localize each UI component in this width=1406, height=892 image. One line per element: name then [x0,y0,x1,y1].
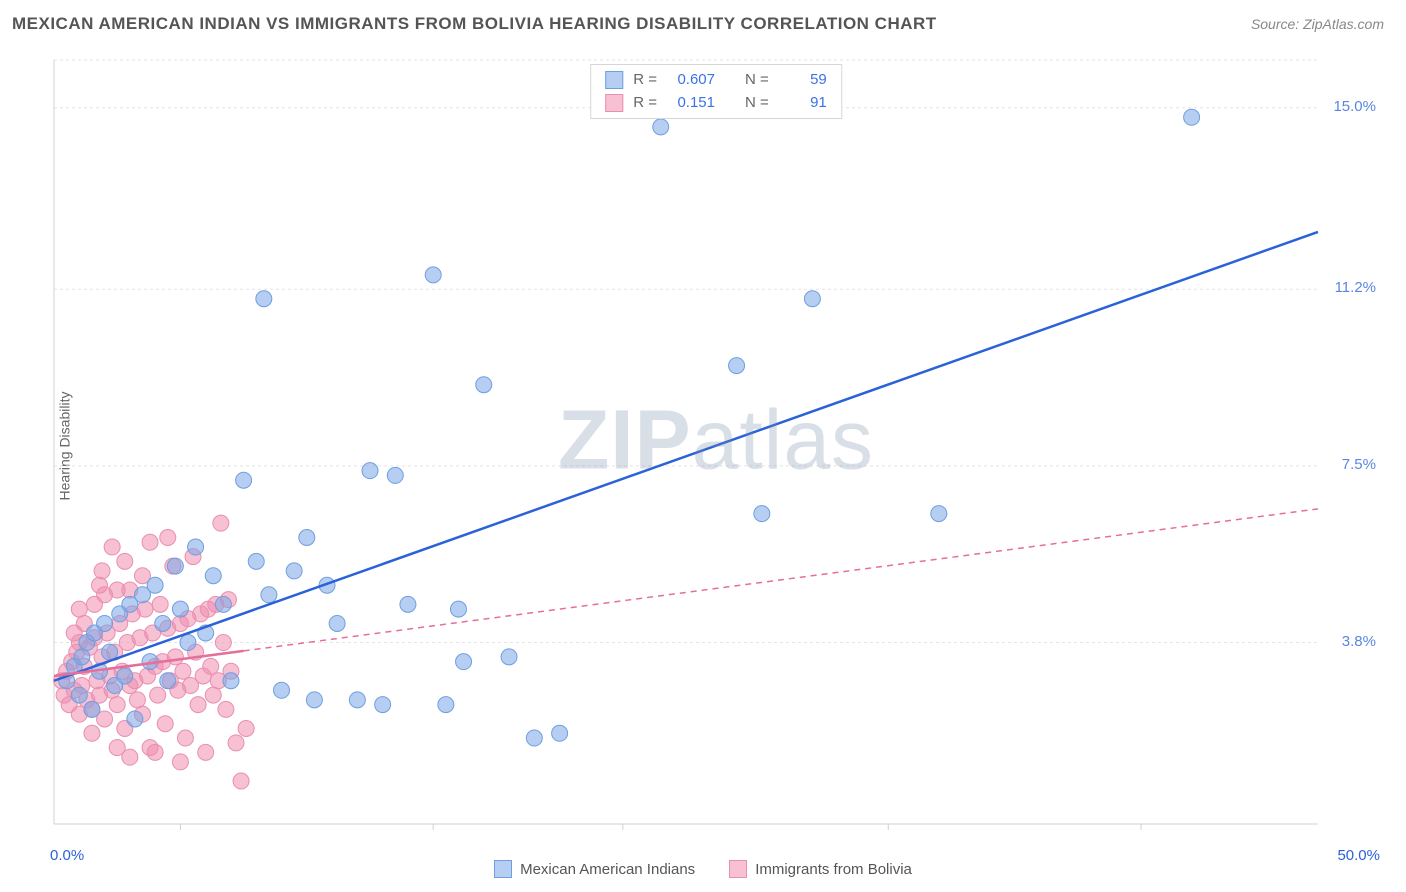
series-legend: Mexican American Indians Immigrants from … [0,860,1406,878]
n-value: 91 [779,92,827,115]
n-label: N = [745,69,769,92]
r-value: 0.607 [667,69,715,92]
correlation-legend-row: R = 0.151 N = 91 [605,92,827,115]
chart-title: MEXICAN AMERICAN INDIAN VS IMMIGRANTS FR… [12,14,937,34]
plot-svg [48,50,1384,840]
legend-swatch [605,71,623,89]
y-tick-label: 3.8% [1342,633,1376,650]
source-text: Source: ZipAtlas.com [1251,16,1384,32]
correlation-legend-row: R = 0.607 N = 59 [605,69,827,92]
legend-swatch [729,860,747,878]
y-tick-label: 15.0% [1333,98,1376,115]
legend-label: Mexican American Indians [520,861,695,878]
legend-swatch [605,94,623,112]
legend-swatch [494,860,512,878]
scatter-plot: ZIPatlas R =0.607N =59R =0.151N =91 [48,50,1384,840]
y-tick-label: 11.2% [1335,279,1376,296]
legend-label: Immigrants from Bolivia [755,861,912,878]
n-value: 59 [779,69,827,92]
correlation-legend: R = 0.607 N = 59 R = 0.151 N = 91 [590,64,842,119]
y-tick-label: 7.5% [1342,456,1376,473]
n-label: N = [745,92,769,115]
r-label: R = [633,92,657,115]
legend-item: Immigrants from Bolivia [729,860,912,878]
r-label: R = [633,69,657,92]
r-value: 0.151 [667,92,715,115]
legend-item: Mexican American Indians [494,860,695,878]
